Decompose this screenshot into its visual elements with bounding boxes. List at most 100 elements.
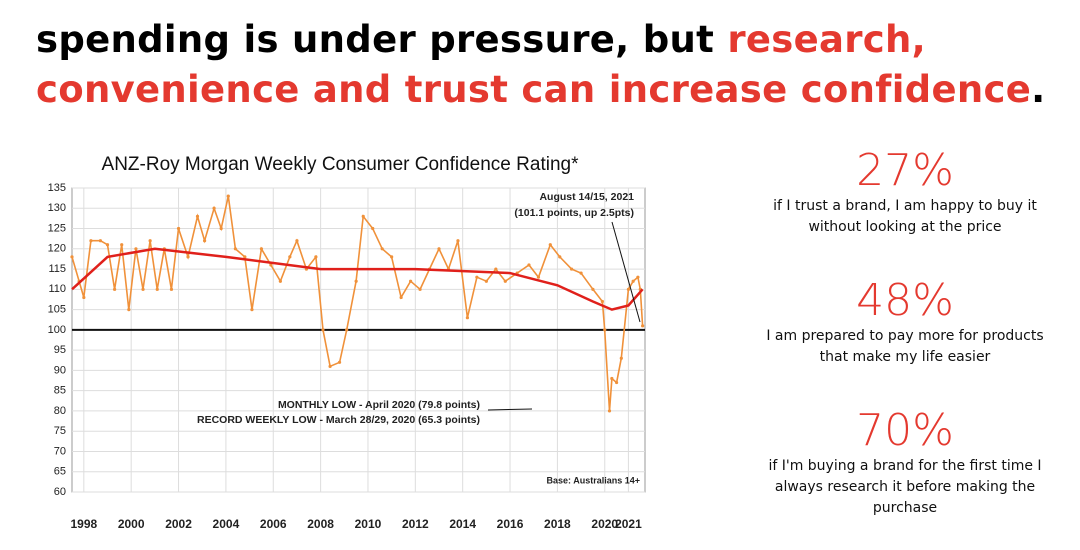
point [626,287,631,291]
point [408,279,413,283]
x-tick-label: 2006 [260,517,287,531]
point [250,308,254,312]
stat: 70% if I'm buying a brand for the first t… [735,405,1075,519]
point [380,247,384,251]
series-line [71,247,644,311]
point [226,194,230,198]
y-tick-label: 115 [48,263,66,275]
headline-line-2: convenience and trust can increase confi… [36,68,1045,111]
point [337,360,342,364]
x-tick-label: 2000 [118,517,145,531]
point [484,279,488,283]
point [390,255,394,259]
x-tick-label: 2014 [449,517,476,531]
x-tick-label: 2002 [165,517,192,531]
point [70,255,74,259]
point [233,247,237,251]
point [456,239,460,243]
point [631,279,635,283]
point [176,226,181,231]
stat-text: always research it before making the [774,479,1036,495]
point [195,214,200,218]
point [614,380,619,385]
point [494,267,498,271]
y-tick-label: 70 [54,445,66,457]
x-tick-label: 2010 [355,517,382,531]
point [558,255,562,259]
point [641,324,645,328]
point [371,226,375,231]
arrow [487,408,533,411]
point [314,255,318,259]
annotation: MONTHLY LOW - April 2020 (79.8 points) [278,399,480,411]
y-tick-label: 100 [48,324,66,336]
arrow [611,221,641,323]
x-tick-label: 2018 [544,517,571,531]
y-tick-label: 135 [48,182,66,194]
x-tick-label: 2020 [591,517,618,531]
point [278,279,282,283]
annotation: RECORD WEEKLY LOW - March 28/29, 2020 (6… [197,414,480,426]
y-tick-label: 110 [48,283,66,295]
point [418,287,422,291]
point [113,287,117,291]
annotation: August 14/15, 2021 [539,191,634,203]
point [548,243,552,247]
y-tick-label: 125 [48,222,66,234]
annotation: (101.1 points, up 2.5pts) [514,207,634,219]
stat-value: 27% [856,145,954,196]
y-tick-label: 105 [48,304,66,316]
point [361,214,365,218]
stat-text: if I trust a brand, I am happy to buy it [773,198,1037,214]
y-tick-label: 75 [54,425,66,437]
point [202,239,207,243]
point [155,287,159,291]
y-tick-label: 60 [54,486,66,498]
stat-text: purchase [872,500,938,516]
stat-value: 70% [856,405,954,456]
point [600,299,604,304]
stat: 48% I am prepared to pay more for product… [735,275,1075,368]
point [295,239,299,243]
y-tick-label: 130 [48,202,66,214]
stat-text: without looking at the price [808,219,1002,235]
x-tick-label: 2016 [497,517,524,531]
plot-area [71,187,646,493]
stat-text: that make my life easier [819,349,991,365]
point [603,328,607,332]
point [503,279,507,283]
point [127,308,131,312]
stat: 27% if I trust a brand, I am happy to buy… [735,145,1075,238]
stat-text: I am prepared to pay more for products [766,328,1044,344]
stat-value: 48% [856,275,954,326]
headline-line-1: spending is under pressure, but research… [36,18,926,61]
point [120,243,124,247]
point [212,206,216,210]
point [610,376,614,381]
x-tick-label: 2008 [307,517,334,531]
headline-text: research, [727,18,927,61]
point [399,295,403,300]
point [328,364,332,368]
point [219,226,223,231]
y-tick-label: 95 [54,344,66,356]
point [437,247,441,251]
point [105,243,110,247]
point [579,271,583,275]
point [169,287,174,291]
stat-text: if I'm buying a brand for the first time… [768,458,1042,474]
point [321,328,325,332]
point [186,255,190,259]
point [636,275,640,279]
point [82,295,86,300]
x-tick-label: 2012 [402,517,429,531]
headline-text: spending is under pressure, [36,18,630,61]
y-tick-label: 80 [54,405,66,417]
y-tick-label: 65 [54,466,66,478]
y-tick-label: 85 [54,385,66,397]
headline-text: . [1031,68,1046,111]
point [134,247,138,251]
x-tick-label: 1998 [70,517,97,531]
